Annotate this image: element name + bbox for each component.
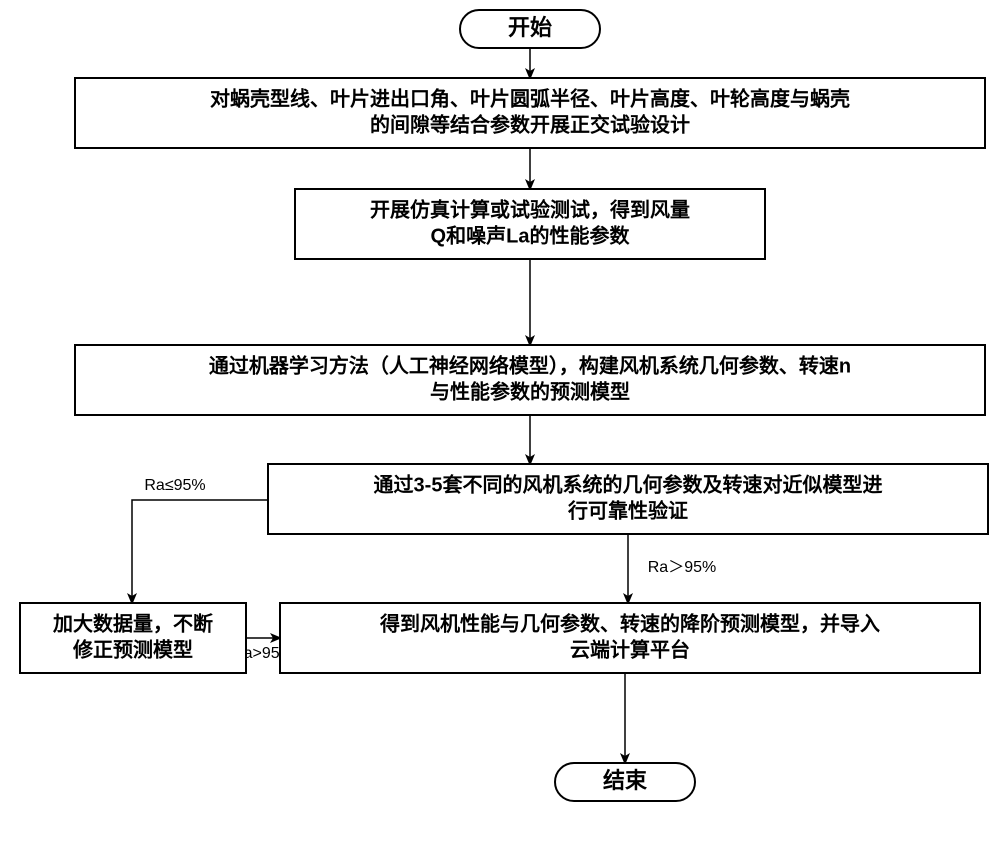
edge-label-4: Ra＞95% bbox=[648, 559, 716, 576]
edge-label-5: Ra≤95% bbox=[144, 477, 205, 494]
node-n6: 得到风机性能与几何参数、转速的降阶预测模型，并导入云端计算平台 bbox=[280, 603, 980, 673]
node-start: 开始 bbox=[460, 10, 600, 48]
node-n5-line-1: 修正预测模型 bbox=[72, 637, 193, 661]
node-n4-line-1: 行可靠性验证 bbox=[567, 498, 688, 522]
node-n4: 通过3-5套不同的风机系统的几何参数及转速对近似模型进行可靠性验证 bbox=[268, 464, 988, 534]
node-n1: 对蜗壳型线、叶片进出口角、叶片圆弧半径、叶片高度、叶轮高度与蜗壳的间隙等结合参数… bbox=[75, 78, 985, 148]
node-n6-line-1: 云端计算平台 bbox=[570, 637, 690, 661]
node-n2: 开展仿真计算或试验测试，得到风量Q和噪声La的性能参数 bbox=[295, 189, 765, 259]
node-n1-line-0: 对蜗壳型线、叶片进出口角、叶片圆弧半径、叶片高度、叶轮高度与蜗壳 bbox=[210, 86, 850, 110]
node-n5: 加大数据量，不断修正预测模型 bbox=[20, 603, 246, 673]
node-start-line-0: 开始 bbox=[508, 15, 552, 40]
node-end-line-0: 结束 bbox=[603, 768, 648, 793]
node-n5-line-0: 加大数据量，不断 bbox=[52, 611, 213, 635]
node-n2-line-0: 开展仿真计算或试验测试，得到风量 bbox=[370, 197, 690, 221]
node-n3-line-1: 与性能参数的预测模型 bbox=[430, 379, 630, 403]
node-n3: 通过机器学习方法（人工神经网络模型），构建风机系统几何参数、转速n与性能参数的预… bbox=[75, 345, 985, 415]
node-n2-line-1: Q和噪声La的性能参数 bbox=[431, 223, 631, 247]
flowchart-canvas: Ra＞95%Ra≤95%Ra>95% 开始对蜗壳型线、叶片进出口角、叶片圆弧半径… bbox=[0, 0, 1000, 853]
edge-n4-n5 bbox=[132, 500, 268, 603]
node-n4-line-0: 通过3-5套不同的风机系统的几何参数及转速对近似模型进 bbox=[374, 472, 883, 496]
node-n6-line-0: 得到风机性能与几何参数、转速的降阶预测模型，并导入 bbox=[379, 611, 880, 635]
node-n1-line-1: 的间隙等结合参数开展正交试验设计 bbox=[370, 112, 690, 136]
node-end: 结束 bbox=[555, 763, 695, 801]
node-n3-line-0: 通过机器学习方法（人工神经网络模型），构建风机系统几何参数、转速n bbox=[209, 353, 851, 377]
